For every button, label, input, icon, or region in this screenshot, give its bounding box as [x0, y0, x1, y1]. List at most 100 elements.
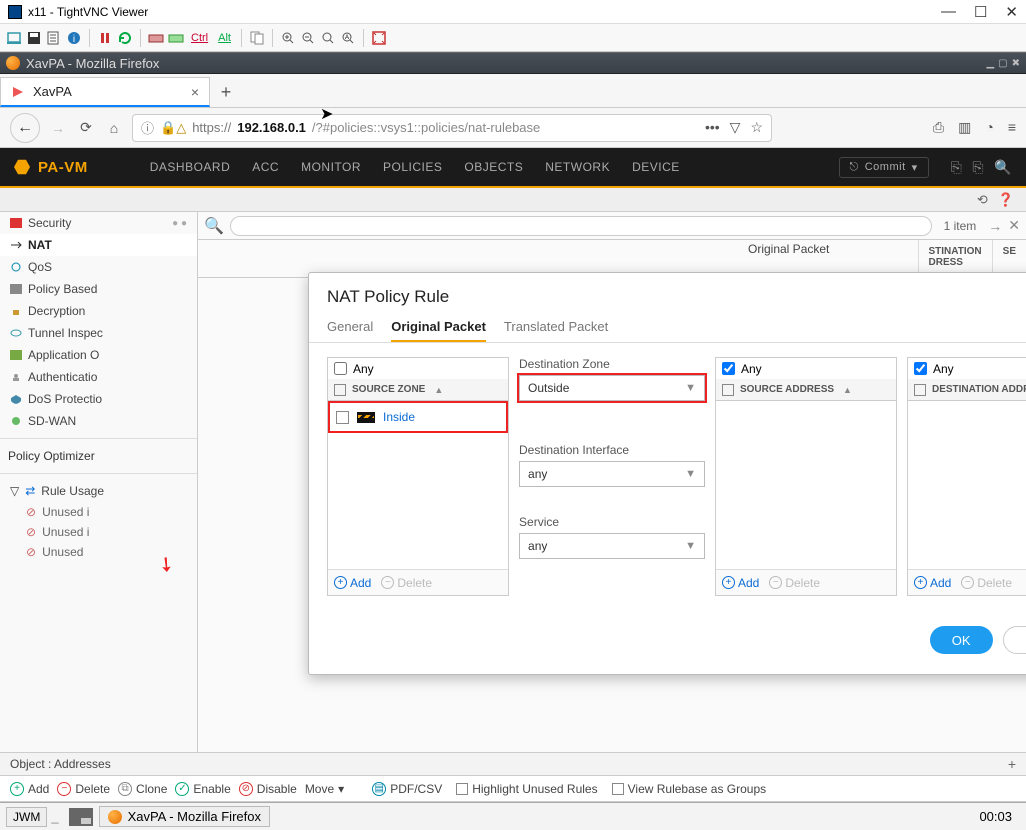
ctrl-key[interactable]: Ctrl [188, 31, 211, 45]
dest-zone-select[interactable]: Outside ▼ [519, 375, 705, 401]
source-zone-header-checkbox[interactable] [334, 384, 346, 396]
tab-original-packet[interactable]: Original Packet [391, 313, 486, 342]
library-icon[interactable]: ⎙ [933, 119, 944, 136]
pause-icon[interactable] [97, 30, 113, 46]
inside-checkbox[interactable] [336, 411, 349, 424]
rule-search-input[interactable] [230, 216, 932, 236]
commit-button[interactable]: ⎋ Commit ▾ [839, 157, 929, 178]
tool-icon-1[interactable]: ⎘ [951, 159, 963, 176]
service-select[interactable]: any ▼ [519, 533, 705, 559]
zoom-out-icon[interactable] [300, 30, 316, 46]
sidebar-item-authentication[interactable]: Authenticatio [0, 366, 197, 388]
source-address-any-checkbox[interactable] [722, 362, 735, 375]
sidebar-item-decryption[interactable]: Decryption [0, 300, 197, 322]
ok-button[interactable]: OK [930, 626, 993, 654]
new-tab-button[interactable]: + [210, 77, 242, 107]
menu-icon[interactable]: ≡ [1008, 119, 1016, 136]
highlight-unused-checkbox[interactable]: Highlight Unused Rules [456, 782, 597, 796]
nav-monitor[interactable]: MONITOR [301, 160, 361, 174]
forward-button[interactable]: → [48, 118, 68, 138]
source-zone-delete-button[interactable]: −Delete [381, 576, 432, 590]
nav-acc[interactable]: ACC [252, 160, 279, 174]
options-icon[interactable] [46, 30, 62, 46]
sort-asc-icon[interactable]: ▲ [434, 385, 443, 395]
nav-objects[interactable]: OBJECTS [464, 160, 523, 174]
sidebar-item-pbf[interactable]: Policy Based [0, 278, 197, 300]
sidebar-item-dos[interactable]: DoS Protectio [0, 388, 197, 410]
action-enable[interactable]: ✓Enable [175, 782, 230, 796]
cancel-button[interactable]: Cancel [1003, 626, 1026, 654]
zoom-100-icon[interactable] [320, 30, 336, 46]
action-clone[interactable]: ⧉Clone [118, 782, 167, 796]
home-button[interactable]: ⌂ [104, 118, 124, 138]
dest-address-any-checkbox[interactable] [914, 362, 927, 375]
source-zone-row-inside[interactable]: Inside [328, 401, 508, 433]
object-add-icon[interactable]: + [1008, 756, 1016, 772]
sidebar-item-nat[interactable]: NAT [0, 234, 197, 256]
reader-icon[interactable]: ▽ [730, 119, 741, 136]
action-pdf[interactable]: ▤PDF/CSV [372, 782, 442, 796]
action-delete[interactable]: −Delete [57, 782, 110, 796]
save-icon[interactable] [26, 30, 42, 46]
zoom-in-icon[interactable] [280, 30, 296, 46]
sidebar-item-security[interactable]: Security● ● [0, 212, 197, 234]
info-icon[interactable]: i [66, 30, 82, 46]
sidebar-item-unused-1[interactable]: ⊘Unused i [0, 502, 197, 522]
action-add[interactable]: +Add [10, 782, 49, 796]
clear-icon[interactable]: ✕ [1008, 217, 1020, 234]
tab-translated-packet[interactable]: Translated Packet [504, 313, 608, 342]
fullscreen-icon[interactable] [371, 30, 387, 46]
source-zone-add-button[interactable]: +Add [334, 576, 371, 590]
nav-device[interactable]: DEVICE [632, 160, 680, 174]
dest-interface-select[interactable]: any ▼ [519, 461, 705, 487]
source-address-delete-button[interactable]: −Delete [769, 576, 820, 590]
lock-warning-icon[interactable]: 🔒△ [160, 120, 186, 136]
workspace-switcher[interactable] [69, 808, 93, 826]
dest-address-delete-button[interactable]: −Delete [961, 576, 1012, 590]
action-move[interactable]: Move▾ [305, 782, 344, 796]
taskbar-firefox[interactable]: XavPA - Mozilla Firefox [99, 806, 270, 827]
zoom-auto-icon[interactable]: A [340, 30, 356, 46]
sidebar-icon[interactable]: ▥ [958, 119, 971, 136]
maximize-button[interactable]: ☐ [974, 3, 987, 21]
browser-tab[interactable]: XavPA × [0, 77, 210, 107]
source-zone-any-checkbox[interactable] [334, 362, 347, 375]
source-address-add-button[interactable]: +Add [722, 576, 759, 590]
sidebar-item-tunnel[interactable]: Tunnel Inspec [0, 322, 197, 344]
sidebar-item-unused-3[interactable]: ⊘Unused [0, 542, 197, 562]
search-icon[interactable]: 🔍 [994, 159, 1012, 176]
help-icon[interactable]: ❓ [998, 192, 1014, 208]
nav-policies[interactable]: POLICIES [383, 160, 442, 174]
jwm-menu[interactable]: JWM [6, 807, 47, 827]
close-button[interactable]: ✕ [1005, 3, 1018, 21]
nav-dashboard[interactable]: DASHBOARD [150, 160, 231, 174]
sidebar-item-qos[interactable]: QoS [0, 256, 197, 278]
tab-general[interactable]: General [327, 313, 373, 342]
alt-key[interactable]: Alt [215, 31, 234, 45]
info-icon[interactable]: ⓘ [141, 118, 154, 137]
source-address-header-checkbox[interactable] [722, 384, 734, 396]
sidebar-item-unused-2[interactable]: ⊘Unused i [0, 522, 197, 542]
bookmark-icon[interactable]: ☆ [750, 119, 763, 136]
transfer-icon[interactable] [249, 30, 265, 46]
reload-button[interactable]: ⟳ [76, 118, 96, 138]
ff-minimize-icon[interactable]: ▁ [986, 58, 994, 69]
dest-address-header-checkbox[interactable] [914, 384, 926, 396]
action-disable[interactable]: ⊘Disable [239, 782, 297, 796]
back-button[interactable]: ← [10, 113, 40, 143]
tab-close-icon[interactable]: × [191, 84, 199, 100]
account-icon[interactable]: ◔ [985, 119, 993, 136]
nav-network[interactable]: NETWORK [545, 160, 610, 174]
ff-maximize-icon[interactable]: ▢ [998, 58, 1007, 69]
new-conn-icon[interactable] [6, 30, 22, 46]
view-as-groups-checkbox[interactable]: View Rulebase as Groups [612, 782, 767, 796]
dest-address-add-button[interactable]: +Add [914, 576, 951, 590]
sort-asc-icon[interactable]: ▲ [843, 385, 852, 395]
tool-icon-2[interactable]: ⎘ [972, 159, 984, 176]
sidebar-item-rule-usage[interactable]: ▽⇄Rule Usage [0, 480, 197, 502]
minimize-button[interactable]: — [941, 3, 956, 21]
cad-icon[interactable] [148, 30, 164, 46]
ff-close-icon[interactable]: ✖ [1012, 58, 1020, 69]
address-bar[interactable]: ⓘ 🔒△ https://192.168.0.1/?#policies::vsy… [132, 114, 772, 142]
refresh-icon[interactable] [117, 30, 133, 46]
